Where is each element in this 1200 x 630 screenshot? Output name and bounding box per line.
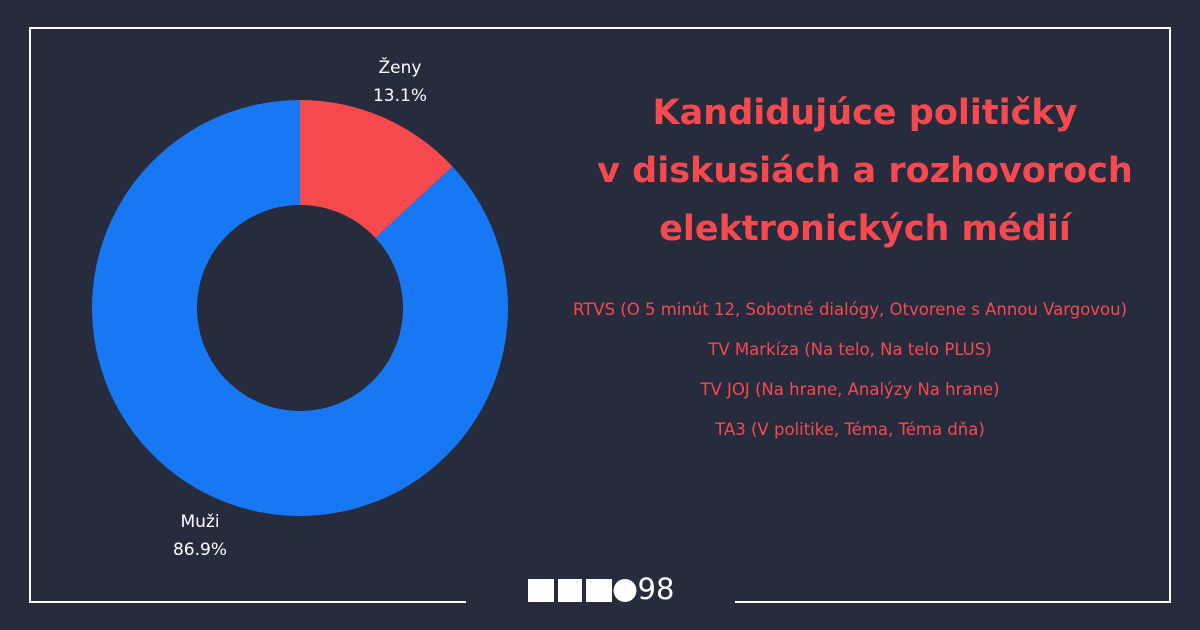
title: Kandidujúce političky v diskusiách a rozh… xyxy=(560,84,1170,258)
value-label: 13.1% xyxy=(373,86,427,106)
source: TV JOJ (Na hrane, Analýzy Na hrane) xyxy=(700,380,1000,399)
donut-slice xyxy=(92,100,508,516)
value-label: 86.9% xyxy=(173,540,227,560)
logo-text: 98 xyxy=(638,572,675,606)
slice-label: Muži xyxy=(180,512,219,532)
title-line: elektronických médií xyxy=(659,209,1071,249)
source: TV Markíza (Na telo, Na telo PLUS) xyxy=(708,340,992,359)
source: RTVS (O 5 minút 12, Sobotné dialógy, Otv… xyxy=(572,300,1128,319)
source: TA3 (V politike, Téma, Téma dňa) xyxy=(715,420,985,439)
sources: RTVS (O 5 minút 12, Sobotné dialógy, Otv… xyxy=(520,290,1180,450)
slice-label: Ženy xyxy=(379,56,422,78)
title-line: v diskusiách a rozhovoroch xyxy=(597,151,1133,191)
donut-slice xyxy=(300,100,453,238)
frame xyxy=(29,27,1171,603)
logo xyxy=(528,579,637,602)
title-line: Kandidujúce političky xyxy=(652,93,1078,133)
